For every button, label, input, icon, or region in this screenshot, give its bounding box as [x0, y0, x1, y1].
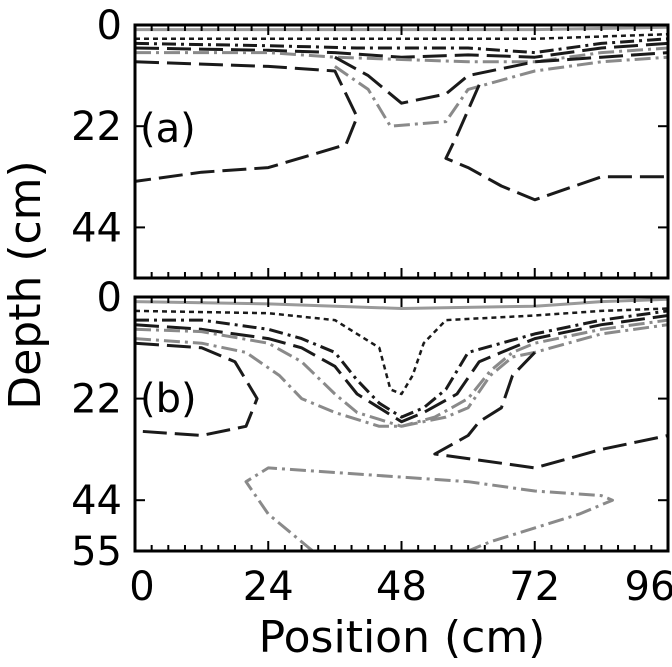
x-tick-label: 24: [243, 564, 294, 610]
contour-line: [135, 309, 669, 419]
x-axis-title: Position (cm): [259, 612, 546, 663]
y-tick-label: 55: [71, 529, 122, 575]
contour-line: [134, 297, 669, 310]
x-tick-label: 48: [376, 564, 427, 610]
y-tick-labels-panel-a: 0 22 44: [71, 3, 122, 251]
contour-line: [134, 314, 669, 424]
y-tick-label: 0: [97, 3, 122, 49]
panel-b: [133, 295, 670, 553]
y-tick-labels-panel-b: 0 22 44 55: [71, 275, 122, 575]
contour-line: [134, 60, 359, 183]
panel-a: [133, 23, 670, 280]
y-tick-label: 44: [71, 478, 122, 524]
panel-label-a: (a): [140, 106, 196, 152]
x-tick-label: 96: [625, 564, 672, 610]
contour-line: [134, 37, 669, 55]
x-tick-labels: 0 24 48 72 96: [129, 564, 672, 610]
x-tick-label: 72: [509, 564, 560, 610]
panel-label-b: (b): [140, 376, 197, 422]
contour-line: [334, 55, 669, 128]
contour-line: [134, 307, 669, 396]
y-tick-label: 44: [71, 205, 122, 251]
y-tick-label: 22: [71, 104, 122, 150]
panels-layer: [133, 23, 670, 553]
contour-line: [444, 84, 668, 202]
contour-line: [433, 351, 669, 470]
contour-line: [135, 46, 669, 64]
y-tick-label: 0: [97, 275, 122, 321]
contour-line: [134, 323, 669, 428]
y-tick-label: 22: [71, 377, 122, 423]
contour-line: [134, 41, 669, 59]
contour-line: [334, 51, 669, 105]
y-axis-title: Depth (cm): [0, 160, 51, 409]
x-tick-label: 0: [129, 564, 154, 610]
contour-line: [135, 32, 669, 41]
contour-line: [134, 341, 259, 437]
contour-line: [134, 318, 669, 428]
contour-line: [244, 466, 614, 553]
